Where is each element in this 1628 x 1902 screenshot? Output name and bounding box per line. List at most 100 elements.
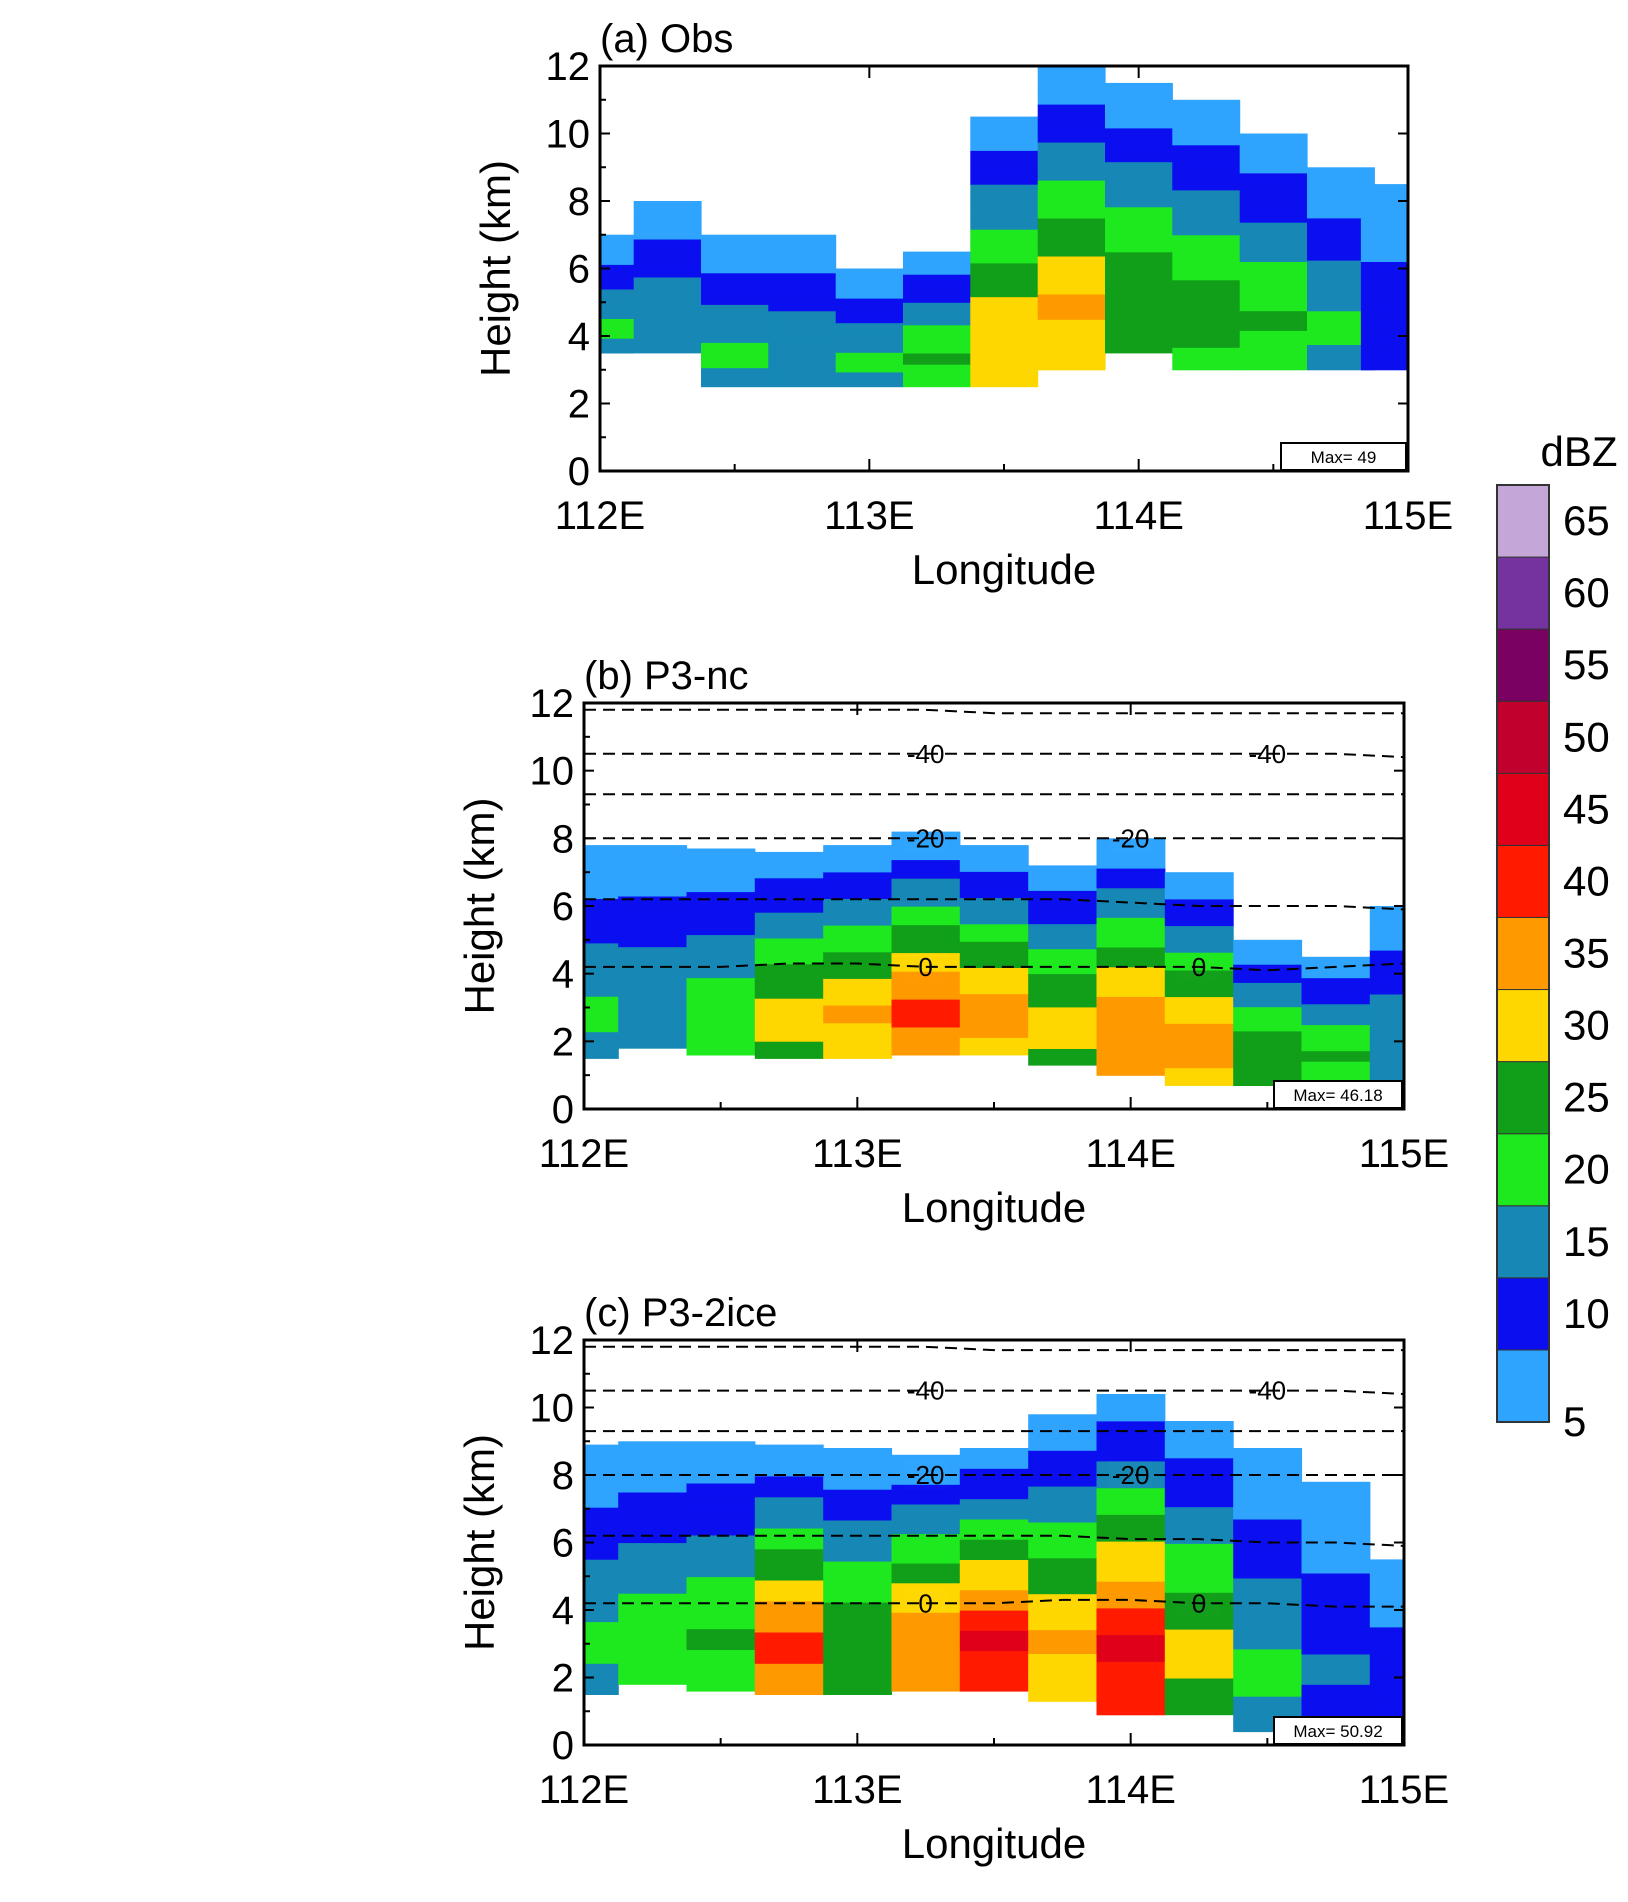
reflectivity-cell: [1096, 1594, 1166, 1609]
reflectivity-cell: [618, 878, 688, 888]
temperature-contour: [584, 962, 1404, 972]
reflectivity-cell: [823, 1632, 893, 1644]
reflectivity-cell: [1172, 257, 1241, 270]
reflectivity-cell: [1096, 966, 1166, 978]
reflectivity-cell: [1239, 182, 1308, 194]
reflectivity-cell: [1301, 1522, 1371, 1533]
reflectivity-cell: [1369, 1593, 1404, 1601]
reflectivity-cell: [835, 357, 904, 363]
reflectivity-cell: [600, 239, 635, 246]
reflectivity-cell: [1096, 937, 1166, 948]
reflectivity-cell: [1164, 1641, 1234, 1654]
colorbar-swatch: [1496, 772, 1550, 846]
reflectivity-cell: [1028, 923, 1098, 933]
reflectivity-cell: [1369, 1067, 1404, 1076]
reflectivity-cell: [686, 882, 756, 893]
reflectivity-cell: [1233, 964, 1303, 971]
reflectivity-cell: [970, 262, 1039, 275]
colorbar-tick-label: 40: [1563, 857, 1610, 904]
reflectivity-cell: [1164, 1653, 1234, 1667]
y-tick-label: 4: [568, 315, 590, 359]
reflectivity-cell: [1028, 1653, 1098, 1666]
reflectivity-cell: [1369, 1572, 1404, 1581]
reflectivity-cell: [618, 862, 688, 872]
reflectivity-cell: [754, 1590, 824, 1602]
reflectivity-cell: [768, 234, 837, 242]
reflectivity-cell: [959, 845, 1029, 855]
reflectivity-cell: [891, 906, 961, 916]
reflectivity-cell: [584, 1631, 619, 1643]
reflectivity-cell: [1301, 982, 1371, 989]
reflectivity-cell: [1028, 1426, 1098, 1439]
reflectivity-cell: [754, 1455, 824, 1466]
reflectivity-cell: [970, 150, 1039, 163]
reflectivity-cell: [903, 268, 971, 275]
reflectivity-cell: [1239, 271, 1308, 282]
reflectivity-cell: [1360, 230, 1408, 239]
reflectivity-cell: [959, 1630, 1029, 1641]
temperature-contour: [584, 1389, 1404, 1395]
reflectivity-cell: [891, 1484, 961, 1495]
reflectivity-cell: [754, 937, 824, 948]
reflectivity-cell: [823, 1448, 893, 1459]
reflectivity-cell: [1096, 897, 1166, 908]
reflectivity-cell: [1301, 1071, 1371, 1078]
reflectivity-cell: [1360, 184, 1408, 193]
reflectivity-cell: [959, 906, 1029, 916]
reflectivity-cell: [835, 342, 904, 348]
reflectivity-cell: [686, 1576, 756, 1588]
reflectivity-cell: [1028, 1689, 1098, 1702]
plot-area: [600, 66, 1408, 388]
reflectivity-cell: [618, 1664, 688, 1675]
colorbar-tick-label: 25: [1563, 1074, 1610, 1121]
reflectivity-cell: [1164, 934, 1234, 944]
contour-label: -20: [1112, 1460, 1150, 1490]
reflectivity-cell: [1172, 212, 1241, 225]
temperature-contour: [584, 1345, 1404, 1352]
colorbar-tick-label: 10: [1563, 1290, 1610, 1337]
reflectivity-cell: [1239, 192, 1308, 203]
reflectivity-cell: [600, 323, 635, 329]
reflectivity-cell: [1164, 969, 1234, 980]
reflectivity-cell: [891, 1671, 961, 1682]
reflectivity-cell: [1233, 939, 1303, 947]
reflectivity-cell: [1301, 1050, 1371, 1057]
reflectivity-cell: [823, 951, 893, 962]
reflectivity-cell: [768, 260, 837, 267]
reflectivity-cell: [618, 1633, 688, 1645]
reflectivity-cell: [1233, 1648, 1303, 1662]
reflectivity-cell: [959, 1579, 1029, 1591]
reflectivity-cell: [754, 1579, 824, 1591]
x-tick-label: 112E: [539, 1768, 629, 1812]
reflectivity-cell: [1301, 1066, 1371, 1073]
reflectivity-cell: [1096, 1487, 1166, 1502]
reflectivity-cell: [1028, 915, 1098, 925]
reflectivity-cell: [701, 291, 769, 299]
reflectivity-cell: [584, 1049, 619, 1059]
reflectivity-cell: [835, 317, 904, 324]
reflectivity-cell: [1105, 307, 1173, 320]
reflectivity-cell: [1233, 976, 1303, 983]
reflectivity-cell: [584, 1475, 619, 1487]
reflectivity-cell: [1239, 133, 1308, 144]
x-axis-label: Longitude: [902, 1184, 1087, 1231]
reflectivity-cell: [903, 324, 971, 331]
reflectivity-cell: [754, 920, 824, 930]
x-tick-label: 112E: [539, 1132, 629, 1176]
reflectivity-cell: [1307, 201, 1375, 210]
reflectivity-cell: [1369, 1566, 1404, 1574]
reflectivity-cell: [1233, 1006, 1303, 1014]
reflectivity-cell: [891, 1454, 961, 1466]
reflectivity-cell: [1096, 996, 1166, 1007]
reflectivity-cell: [970, 251, 1039, 264]
reflectivity-cell: [959, 984, 1029, 995]
panel-1: 0 2 4 6 8 10 12 112E 113E 114E 115E Longitude Height…: [472, 17, 1453, 593]
reflectivity-cell: [600, 313, 635, 319]
reflectivity-cell: [1037, 141, 1106, 156]
reflectivity-cell: [633, 289, 702, 297]
reflectivity-cell: [903, 364, 971, 371]
y-tick-label: 2: [552, 1020, 574, 1064]
reflectivity-cell: [823, 987, 893, 997]
reflectivity-cell: [1164, 1555, 1234, 1569]
reflectivity-cell: [891, 1543, 961, 1554]
